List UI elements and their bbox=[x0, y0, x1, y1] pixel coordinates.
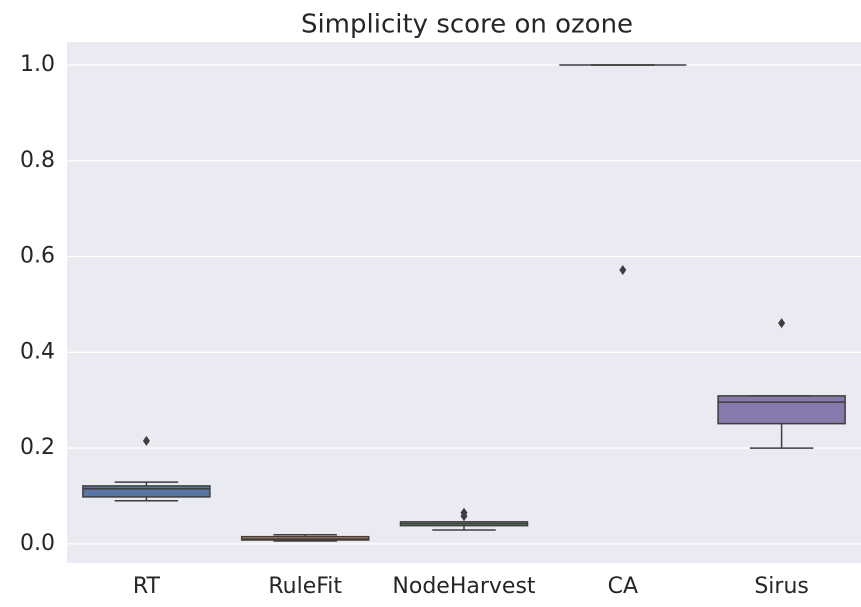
x-tick-label: NodeHarvest bbox=[392, 574, 536, 599]
y-tick-label: 0.0 bbox=[20, 531, 55, 556]
y-tick-label: 0.2 bbox=[20, 435, 55, 460]
box bbox=[717, 395, 846, 425]
outlier bbox=[460, 511, 468, 522]
plot-area bbox=[67, 42, 861, 563]
x-tick-label: Sirus bbox=[754, 574, 809, 599]
x-tick-label: RuleFit bbox=[268, 574, 342, 599]
box bbox=[82, 485, 211, 498]
y-tick-label: 1.0 bbox=[20, 52, 55, 77]
x-tick-label: CA bbox=[608, 574, 638, 599]
outlier bbox=[619, 264, 627, 275]
y-tick-label: 0.8 bbox=[20, 148, 55, 173]
chart-title: Simplicity score on ozone bbox=[301, 10, 633, 40]
y-tick-label: 0.6 bbox=[20, 244, 55, 269]
x-tick-label: RT bbox=[133, 574, 161, 599]
outlier bbox=[142, 435, 150, 446]
outlier bbox=[778, 318, 786, 329]
y-tick-label: 0.4 bbox=[20, 339, 55, 364]
